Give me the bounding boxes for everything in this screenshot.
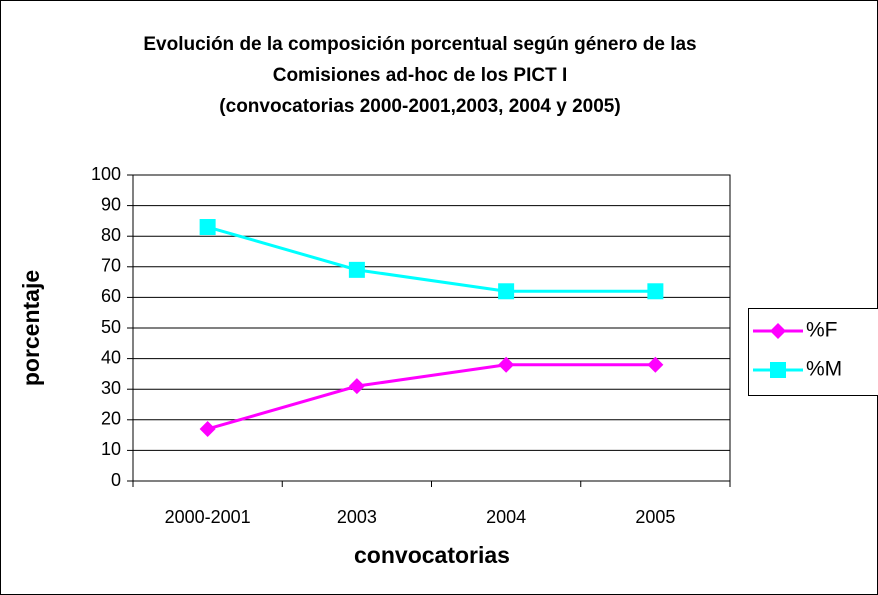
series-line [207, 363, 656, 431]
y-axis-label: porcentaje [18, 270, 44, 386]
y-tick-label: 100 [91, 164, 121, 184]
legend-box [748, 308, 878, 396]
marker [199, 420, 216, 437]
marker [770, 362, 786, 378]
chart-title: (convocatorias 2000-2001,2003, 2004 y 20… [219, 96, 620, 117]
marker [647, 283, 664, 300]
marker [498, 356, 515, 373]
chart-title: Comisiones ad-hoc de los PICT I [273, 65, 568, 86]
marker [647, 356, 664, 373]
y-tick-label: 40 [101, 347, 121, 367]
marker [770, 323, 786, 339]
y-tick-label: 80 [101, 225, 121, 245]
x-tick-label: 2004 [486, 507, 526, 527]
marker [498, 283, 515, 300]
marker [348, 261, 365, 278]
y-tick-label: 50 [101, 317, 121, 337]
x-axis-label: convocatorias [354, 542, 510, 568]
y-tick-label: 0 [111, 470, 121, 490]
y-tick-label: 70 [101, 256, 121, 276]
legend-text: %M [806, 358, 842, 381]
marker [348, 378, 365, 395]
series-line [207, 225, 656, 293]
y-tick-label: 60 [101, 286, 121, 306]
x-tick-label: 2003 [337, 507, 377, 527]
legend-text: %F [806, 319, 838, 342]
marker [199, 219, 216, 236]
x-tick-label: 2005 [635, 507, 675, 527]
y-tick-label: 30 [101, 378, 121, 398]
chart-title: Evolución de la composición porcentual s… [143, 34, 696, 55]
y-tick-label: 90 [101, 194, 121, 214]
y-tick-label: 10 [101, 439, 121, 459]
x-tick-label: 2000-2001 [165, 507, 251, 527]
y-tick-label: 20 [101, 409, 121, 429]
